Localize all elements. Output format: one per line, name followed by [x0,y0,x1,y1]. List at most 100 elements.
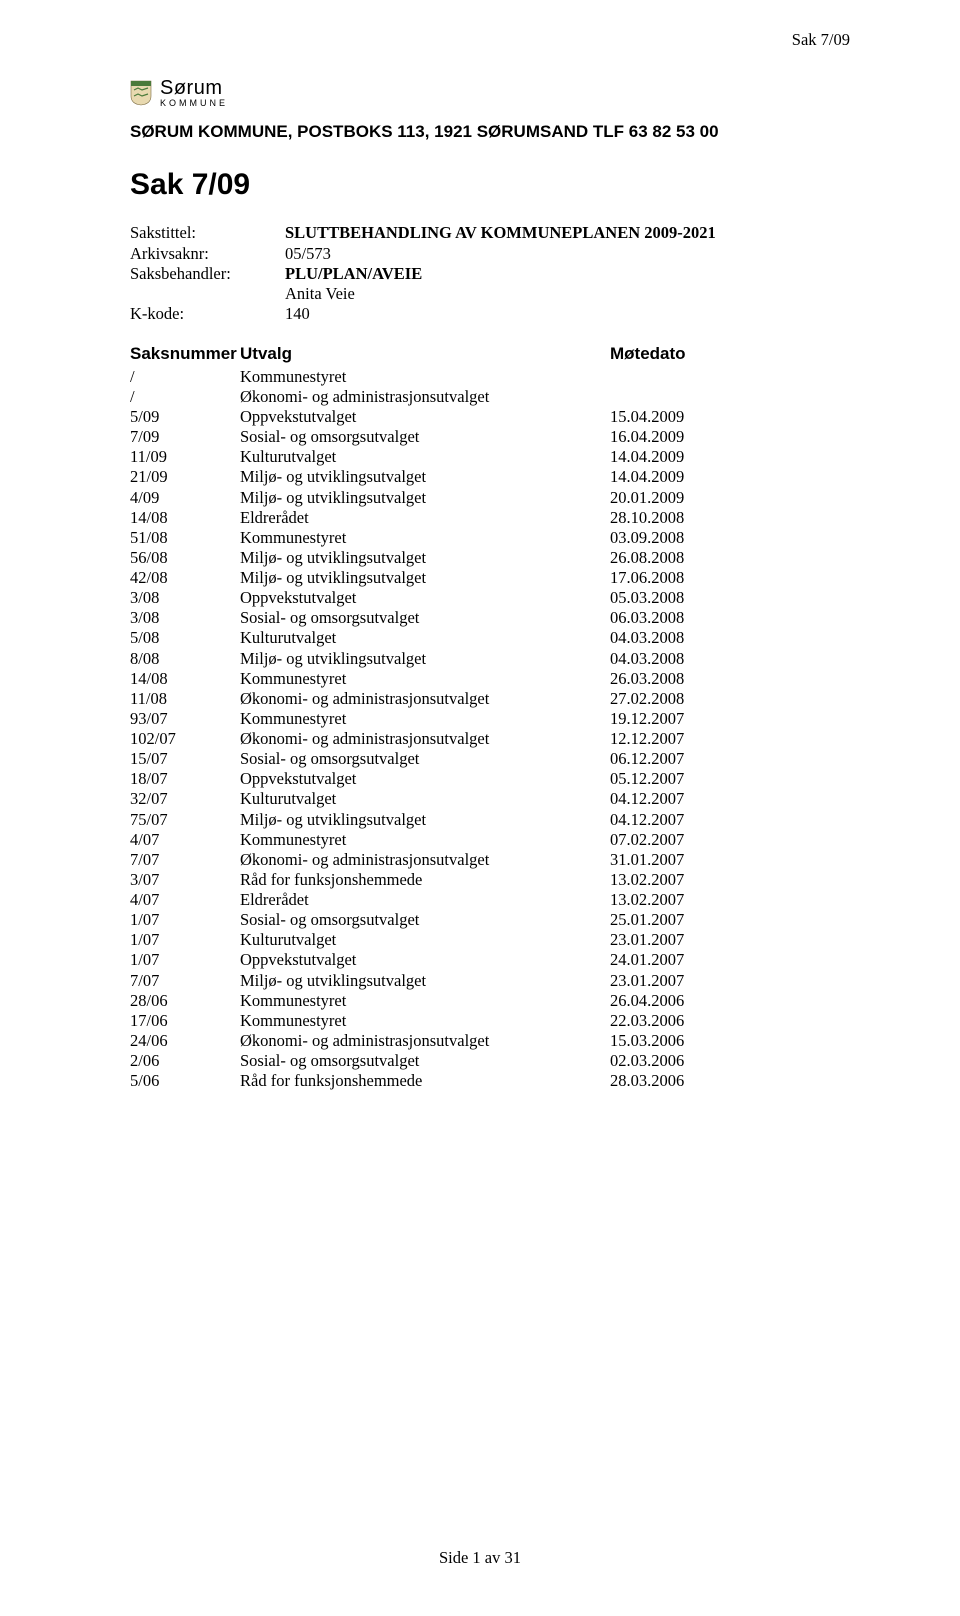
col-motedato: Møtedato [610,344,850,365]
cell-motedato: 26.08.2008 [610,548,850,568]
cell-saksnummer: 11/08 [130,689,240,709]
cell-utvalg: Oppvekstutvalget [240,950,610,970]
cell-utvalg: Kulturutvalget [240,447,610,467]
cell-utvalg: Kommunestyret [240,367,610,387]
cell-utvalg: Økonomi- og administrasjonsutvalget [240,689,610,709]
cell-motedato: 04.12.2007 [610,810,850,830]
meta-kkode-label: K-kode: [130,304,285,324]
cell-saksnummer: 1/07 [130,950,240,970]
cell-utvalg: Kulturutvalget [240,789,610,809]
cell-motedato: 06.12.2007 [610,749,850,769]
cell-motedato: 02.03.2006 [610,1051,850,1071]
table-row: 7/09Sosial- og omsorgsutvalget16.04.2009 [130,427,850,447]
cell-motedato: 20.01.2009 [610,488,850,508]
cell-utvalg: Økonomi- og administrasjonsutvalget [240,850,610,870]
cell-saksnummer: 7/09 [130,427,240,447]
table-row: /Økonomi- og administrasjonsutvalget [130,387,850,407]
cell-motedato: 07.02.2007 [610,830,850,850]
cell-saksnummer: 2/06 [130,1051,240,1071]
cell-utvalg: Kommunestyret [240,830,610,850]
cell-saksnummer: 3/08 [130,608,240,628]
cell-saksnummer: 3/08 [130,588,240,608]
cell-utvalg: Sosial- og omsorgsutvalget [240,1051,610,1071]
cell-motedato: 23.01.2007 [610,930,850,950]
table-row: 3/08Oppvekstutvalget05.03.2008 [130,588,850,608]
table-row: 4/09Miljø- og utviklingsutvalget20.01.20… [130,488,850,508]
cell-saksnummer: 4/07 [130,890,240,910]
cell-utvalg: Kommunestyret [240,709,610,729]
cell-utvalg: Sosial- og omsorgsutvalget [240,427,610,447]
cell-saksnummer: 18/07 [130,769,240,789]
cell-saksnummer: 21/09 [130,467,240,487]
table-row: 28/06Kommunestyret26.04.2006 [130,991,850,1011]
cell-saksnummer: 11/09 [130,447,240,467]
logo-brand: Sørum [160,78,228,98]
cell-motedato: 26.03.2008 [610,669,850,689]
table-row: 1/07Oppvekstutvalget24.01.2007 [130,950,850,970]
cell-motedato: 04.03.2008 [610,628,850,648]
logo: Sørum KOMMUNE [130,78,850,108]
table-header: Saksnummer Utvalg Møtedato [130,344,850,365]
table-row: 8/08Miljø- og utviklingsutvalget04.03.20… [130,649,850,669]
cell-saksnummer: 5/06 [130,1071,240,1091]
cell-motedato: 04.03.2008 [610,649,850,669]
cell-utvalg: Miljø- og utviklingsutvalget [240,488,610,508]
cell-utvalg: Oppvekstutvalget [240,588,610,608]
cell-utvalg: Miljø- og utviklingsutvalget [240,971,610,991]
cell-saksnummer: 32/07 [130,789,240,809]
cell-saksnummer: 3/07 [130,870,240,890]
cell-motedato: 27.02.2008 [610,689,850,709]
cell-saksnummer: 8/08 [130,649,240,669]
cell-motedato: 31.01.2007 [610,850,850,870]
table-row: 21/09Miljø- og utviklingsutvalget14.04.2… [130,467,850,487]
meta-saksbehandler-label: Saksbehandler: [130,264,285,284]
table-row: 5/09Oppvekstutvalget15.04.2009 [130,407,850,427]
cell-saksnummer: 17/06 [130,1011,240,1031]
cell-utvalg: Oppvekstutvalget [240,769,610,789]
cell-utvalg: Sosial- og omsorgsutvalget [240,910,610,930]
table-row: 3/08Sosial- og omsorgsutvalget06.03.2008 [130,608,850,628]
cell-saksnummer: 7/07 [130,850,240,870]
cell-utvalg: Råd for funksjonshemmede [240,1071,610,1091]
cell-motedato: 06.03.2008 [610,608,850,628]
table-row: 1/07Sosial- og omsorgsutvalget25.01.2007 [130,910,850,930]
cell-motedato: 15.03.2006 [610,1031,850,1051]
table-row: 7/07Miljø- og utviklingsutvalget23.01.20… [130,971,850,991]
cell-utvalg: Eldrerådet [240,508,610,528]
table-row: 32/07Kulturutvalget04.12.2007 [130,789,850,809]
cell-motedato: 23.01.2007 [610,971,850,991]
table-row: 4/07Eldrerådet13.02.2007 [130,890,850,910]
cell-utvalg: Kommunestyret [240,528,610,548]
table-row: 11/08Økonomi- og administrasjonsutvalget… [130,689,850,709]
cell-utvalg: Råd for funksjonshemmede [240,870,610,890]
cell-saksnummer: / [130,367,240,387]
meta-saksbehandler-name: Anita Veie [285,284,355,304]
cell-saksnummer: 75/07 [130,810,240,830]
cell-saksnummer: 56/08 [130,548,240,568]
logo-sub: KOMMUNE [160,99,228,108]
cell-motedato: 28.10.2008 [610,508,850,528]
cell-saksnummer: 1/07 [130,930,240,950]
table-row: 5/08Kulturutvalget04.03.2008 [130,628,850,648]
cell-saksnummer: 15/07 [130,749,240,769]
cell-utvalg: Kulturutvalget [240,628,610,648]
cell-utvalg: Sosial- og omsorgsutvalget [240,749,610,769]
cell-saksnummer: 5/08 [130,628,240,648]
cell-utvalg: Kommunestyret [240,669,610,689]
table-row: 75/07Miljø- og utviklingsutvalget04.12.2… [130,810,850,830]
cell-saksnummer: 28/06 [130,991,240,1011]
cell-motedato: 04.12.2007 [610,789,850,809]
table-row: 4/07Kommunestyret07.02.2007 [130,830,850,850]
cell-motedato: 19.12.2007 [610,709,850,729]
org-address-line: SØRUM KOMMUNE, POSTBOKS 113, 1921 SØRUMS… [130,122,850,143]
cell-utvalg: Økonomi- og administrasjonsutvalget [240,729,610,749]
cell-motedato: 22.03.2006 [610,1011,850,1031]
cell-motedato: 17.06.2008 [610,568,850,588]
table-row: 18/07Oppvekstutvalget05.12.2007 [130,769,850,789]
cell-utvalg: Økonomi- og administrasjonsutvalget [240,1031,610,1051]
cell-utvalg: Oppvekstutvalget [240,407,610,427]
table-row: 93/07Kommunestyret19.12.2007 [130,709,850,729]
table-row: 5/06Råd for funksjonshemmede28.03.2006 [130,1071,850,1091]
cell-saksnummer: 51/08 [130,528,240,548]
table-row: 24/06Økonomi- og administrasjonsutvalget… [130,1031,850,1051]
